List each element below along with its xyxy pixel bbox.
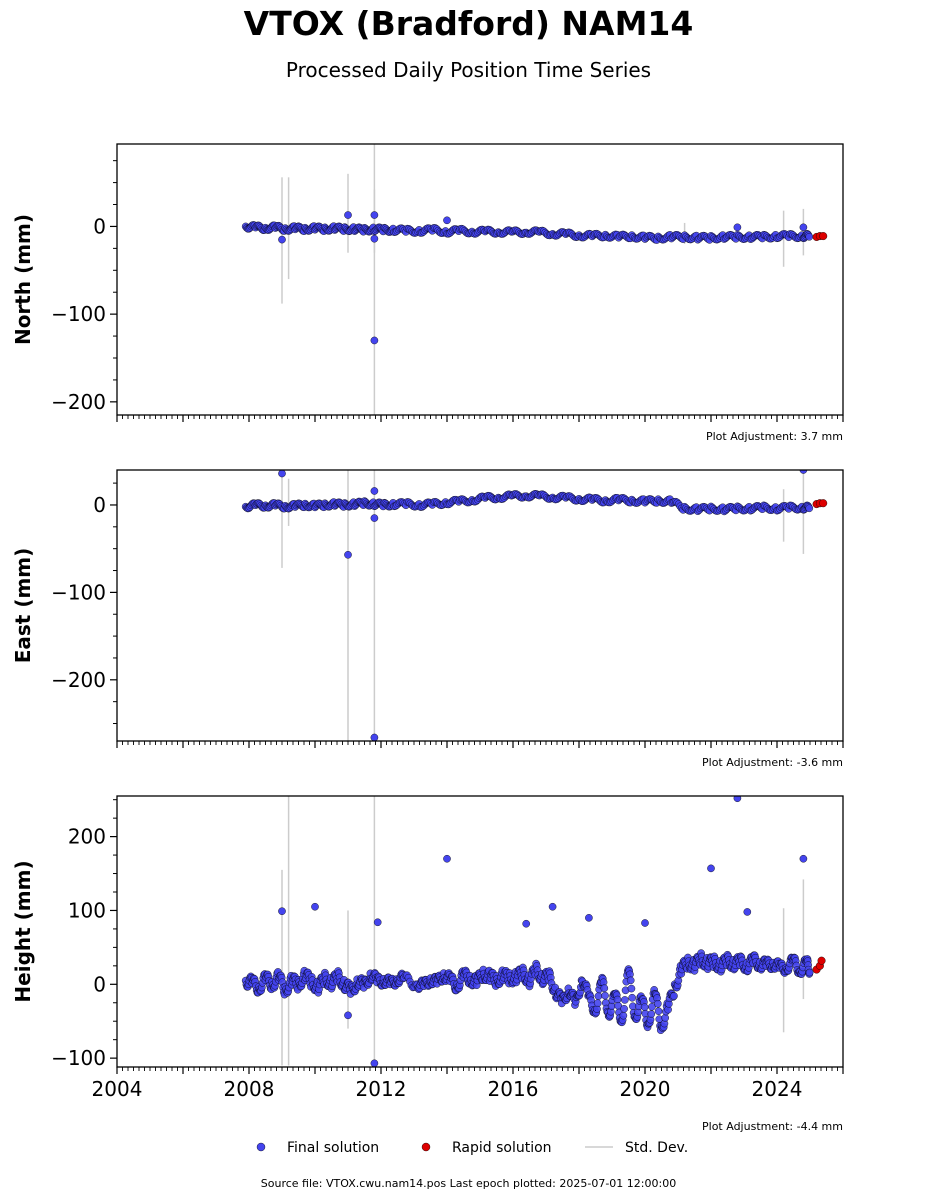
source-file-note: Source file: VTOX.cwu.nam14.pos Last epo…	[260, 1177, 677, 1190]
y-tick-label: 200	[68, 825, 106, 849]
x-tick-label: 2016	[488, 1077, 539, 1101]
final-solution-point	[647, 1010, 656, 1018]
y-axis-label: North (mm)	[11, 214, 35, 345]
final-solution-outlier	[733, 796, 742, 803]
final-solution-outlier	[278, 470, 286, 478]
final-solution-outlier	[373, 918, 382, 927]
final-solution-point	[640, 1003, 649, 1011]
final-solution-outlier	[370, 514, 379, 522]
final-solution-outlier	[370, 487, 379, 495]
final-solution-point	[805, 232, 814, 241]
final-solution-outlier	[733, 223, 742, 232]
plot-adjustment-note: Plot Adjustment: 3.7 mm	[706, 430, 843, 443]
legend-stddev-label: Std. Dev.	[625, 1140, 688, 1156]
x-tick-label: 2020	[620, 1077, 671, 1101]
final-solution-outlier	[370, 733, 379, 741]
legend-final-label: Final solution	[287, 1140, 379, 1156]
y-axis-label: East (mm)	[11, 548, 35, 664]
final-solution-outlier	[799, 854, 808, 863]
final-solution-outlier	[522, 919, 531, 928]
y-tick-label: −100	[51, 580, 106, 604]
final-solution-outlier	[641, 919, 649, 927]
final-solution-outlier	[799, 470, 808, 474]
final-solution-point	[661, 1014, 669, 1022]
y-tick-label: 0	[93, 493, 106, 517]
final-solution-outlier	[344, 550, 352, 559]
final-solution-point	[670, 992, 678, 1000]
final-solution-point	[805, 504, 814, 513]
final-solution-point	[594, 992, 603, 1000]
final-solution-point	[601, 991, 609, 1000]
x-tick-label: 2008	[224, 1077, 275, 1101]
final-solution-outlier	[443, 216, 451, 225]
y-tick-label: 0	[93, 972, 106, 996]
y-tick-label: −200	[51, 390, 106, 414]
final-solution-outlier	[370, 234, 379, 243]
final-solution-outlier	[743, 908, 752, 916]
final-solution-point	[805, 968, 814, 977]
panel-2: 200 100 0 −100 Height (mm) 2004 2008 2012 2016 20…	[11, 795, 844, 1133]
final-solution-outlier	[370, 336, 379, 345]
final-solution-outlier	[799, 223, 808, 232]
x-tick-label: 2004	[92, 1077, 143, 1101]
legend-rapid-label: Rapid solution	[452, 1140, 552, 1156]
panel-frame	[116, 143, 844, 416]
plot-adjustment-note: Plot Adjustment: -4.4 mm	[702, 1120, 843, 1133]
x-tick-label: 2012	[356, 1077, 407, 1101]
panel-0: 0 −100 −200 North (mm) Plot Adjustment: 3.7 …	[11, 143, 844, 443]
final-solution-point	[627, 984, 636, 993]
final-solution-point	[620, 1005, 628, 1013]
plot-area	[241, 470, 828, 741]
final-solution-outlier	[278, 235, 286, 244]
final-solution-outlier	[370, 1059, 379, 1067]
final-solution-outlier	[443, 854, 451, 863]
y-tick-label: −100	[51, 302, 106, 326]
final-solution-point	[654, 1007, 663, 1016]
y-tick-label: −200	[51, 668, 106, 692]
y-tick-label: −100	[51, 1046, 106, 1070]
final-solution-outlier	[707, 864, 715, 873]
plot-area	[241, 144, 828, 415]
y-tick-label: 0	[93, 214, 106, 238]
legend-final-marker	[256, 1142, 266, 1152]
final-solution-outlier	[344, 1011, 352, 1020]
rapid-solution-point	[819, 232, 828, 241]
y-tick-label: 100	[68, 898, 106, 922]
rapid-solution-point	[817, 956, 826, 965]
final-solution-point	[654, 999, 662, 1008]
final-solution-point	[628, 993, 636, 1002]
final-solution-outlier	[311, 902, 319, 911]
y-axis-label: Height (mm)	[11, 860, 35, 1002]
plot-adjustment-note: Plot Adjustment: -3.6 mm	[702, 756, 843, 769]
panel-frame	[116, 795, 844, 1068]
final-solution-outlier	[370, 211, 379, 219]
chart-subtitle: Processed Daily Position Time Series	[285, 58, 652, 82]
final-solution-point	[621, 996, 629, 1004]
final-solution-outlier	[585, 914, 593, 922]
final-solution-point	[593, 999, 602, 1008]
final-solution-point	[619, 1011, 628, 1020]
x-tick-label: 2024	[752, 1077, 803, 1101]
final-solution-point	[600, 984, 609, 993]
final-solution-point	[626, 976, 635, 985]
panel-1: 0 −100 −200 East (mm) Plot Adjustment: -3.6 …	[11, 469, 844, 769]
plot-area	[241, 796, 826, 1067]
final-solution-outlier	[278, 907, 286, 915]
final-solution-outlier	[344, 211, 352, 219]
chart-title: VTOX (Bradford) NAM14	[243, 4, 694, 43]
legend-rapid-marker	[421, 1142, 431, 1152]
final-solution-point	[648, 1002, 656, 1011]
rapid-solution-point	[819, 499, 828, 508]
final-solution-outlier	[548, 902, 557, 911]
legend: Final solution Rapid solution Std. Dev.	[256, 1140, 688, 1156]
